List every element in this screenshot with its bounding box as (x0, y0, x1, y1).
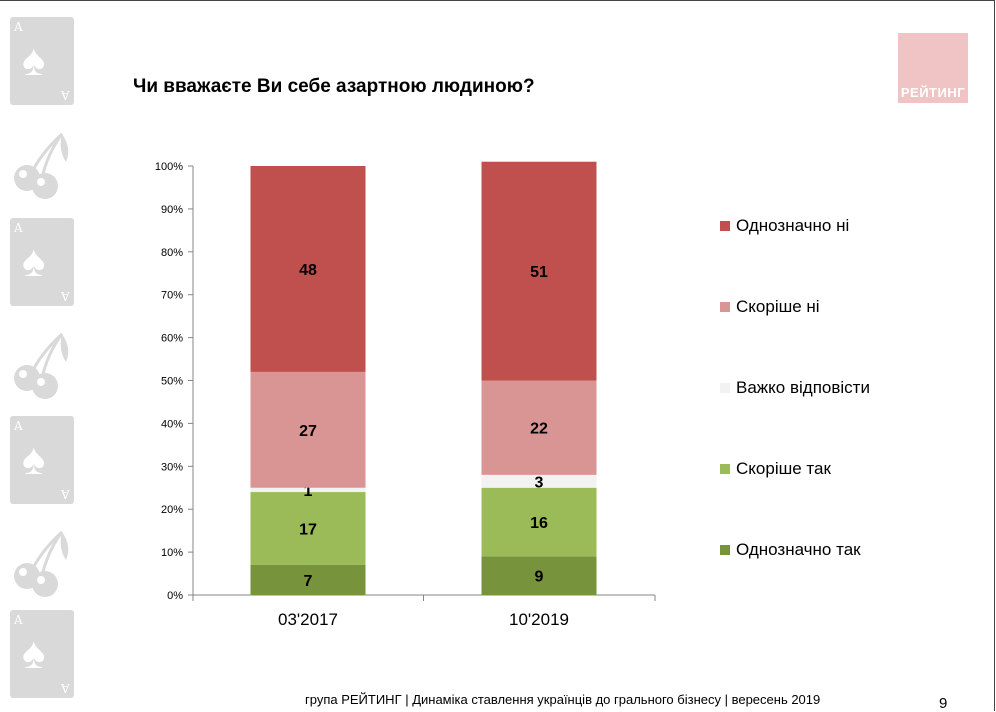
spade-icon: ♠ (22, 435, 46, 484)
brand-logo-text: РЕЙТИНГ (900, 85, 966, 100)
legend-label: Однозначно так (736, 540, 861, 559)
card-rank-label: A (14, 419, 23, 433)
ace-card-decoration: A ♠ A (10, 17, 74, 105)
bar-segment (481, 487, 597, 557)
y-tick-label: 30% (161, 461, 183, 473)
spade-icon: ♠ (22, 36, 46, 85)
bar-segment (250, 166, 366, 372)
page-title: Чи вважаєте Ви себе азартною людиною? (133, 76, 535, 97)
data-label: 9 (535, 569, 544, 586)
legend-swatch (720, 383, 730, 393)
cherry-icon (14, 132, 69, 199)
y-tick-label: 90% (161, 204, 183, 216)
y-tick-label: 20% (161, 504, 183, 516)
legend-item: Важко відповісти (720, 376, 870, 400)
legend-swatch (720, 545, 730, 555)
data-label: 48 (299, 262, 317, 279)
data-label: 3 (535, 474, 544, 491)
brand-logo: РЕЙТИНГ (898, 33, 968, 103)
legend-label: Скоріше так (736, 459, 831, 478)
card-rank-label: A (14, 221, 23, 235)
spade-icon: ♠ (22, 629, 46, 678)
y-tick-label: 70% (161, 290, 183, 302)
data-label: 17 (299, 522, 317, 539)
bar-segment (250, 564, 366, 595)
bar-segment (250, 371, 366, 488)
data-label: 16 (530, 515, 548, 532)
y-tick-label: 40% (161, 418, 183, 430)
legend-item: Однозначно ні (720, 214, 849, 238)
y-tick-label: 0% (167, 590, 183, 602)
x-category-label: 10'2019 (509, 610, 569, 629)
card-rank-label: A (14, 20, 23, 34)
bar-segment (481, 161, 597, 381)
card-rank-label: A (14, 613, 23, 627)
page-number: 9 (939, 695, 948, 712)
bar-segment (250, 492, 366, 565)
cherry-icon (14, 332, 69, 399)
data-label: 27 (299, 423, 317, 440)
y-tick-label: 100% (155, 161, 183, 173)
y-tick-label: 50% (161, 376, 183, 388)
bar-segment (481, 556, 597, 595)
cherry-icon (14, 530, 69, 597)
legend-swatch (720, 302, 730, 312)
ace-card-decoration: A ♠ A (10, 218, 74, 306)
bar-segment (481, 474, 597, 488)
data-label: 22 (530, 421, 548, 438)
data-label: 7 (304, 573, 313, 590)
bar-segment (250, 487, 366, 493)
ace-card-decoration: A ♠ A (10, 416, 74, 504)
y-tick-label: 10% (161, 547, 183, 559)
bar-segment (481, 380, 597, 475)
x-category-label: 03'2017 (278, 610, 338, 629)
ace-card-decoration: A ♠ A (10, 610, 74, 698)
spade-icon: ♠ (22, 237, 46, 286)
legend-item: Скоріше ні (720, 295, 820, 319)
legend-item: Скоріше так (720, 457, 831, 481)
legend-label: Однозначно ні (736, 216, 850, 235)
legend-swatch (720, 464, 730, 474)
y-tick-label: 80% (161, 247, 183, 259)
legend-label: Скоріше ні (736, 297, 820, 316)
y-tick-label: 60% (161, 333, 183, 345)
legend-swatch (720, 221, 730, 231)
footer-text: група РЕЙТИНГ | Динаміка ставлення украї… (305, 692, 821, 707)
legend-label: Важко відповісти (736, 378, 870, 397)
legend-item: Однозначно так (720, 538, 861, 562)
data-label: 51 (530, 264, 548, 281)
data-label: 1 (304, 483, 313, 500)
